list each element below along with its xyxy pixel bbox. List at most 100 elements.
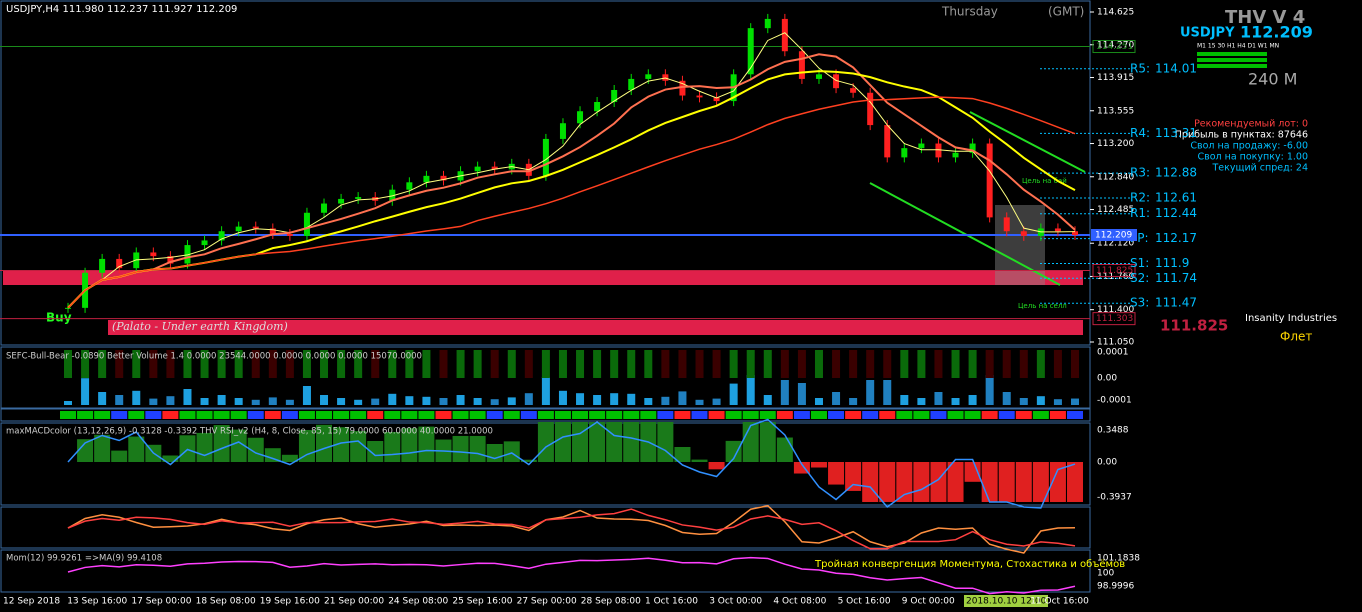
candle (918, 143, 925, 149)
window-title: SEFC-Bull-Bear -0.0890 Better Volume 1.4… (6, 352, 422, 362)
bias-cell (606, 411, 623, 419)
bias-cell (520, 411, 537, 419)
stoch-signal (67, 508, 1076, 550)
bias-cell (1015, 411, 1032, 419)
candle (781, 18, 788, 52)
macd-bar (316, 424, 333, 462)
macd-bar (537, 422, 554, 462)
zone-band (3, 270, 1083, 285)
pivot-value: 112.88 (1155, 166, 1197, 180)
volume-bar (883, 380, 892, 405)
macd-bar (367, 441, 384, 462)
momentum-line (67, 556, 1076, 595)
moving-average (67, 53, 1076, 309)
info-line: Свол на продажу: -6.00 (1190, 141, 1308, 152)
zone-band (108, 320, 1083, 335)
macd-bar (179, 435, 196, 462)
trend-bar (985, 350, 994, 378)
y-tick-label: 112.485 (1097, 205, 1134, 215)
macd-bar (606, 422, 623, 462)
trend-bar (337, 350, 346, 378)
pivot-value: 111.9 (1155, 256, 1189, 270)
trend-bar (541, 350, 550, 378)
y-tick-label: 113.555 (1097, 106, 1134, 116)
day: Thursday (941, 5, 998, 19)
trend-bar (695, 350, 704, 378)
trend-bar (217, 350, 226, 378)
macd-bar (1015, 462, 1032, 502)
macd-bar (94, 434, 111, 462)
volume-bar (644, 398, 653, 405)
bias-cell (964, 411, 981, 419)
window-scale: -0.0001 (1097, 396, 1132, 406)
candle (116, 258, 123, 269)
window-scale: 98.9996 (1097, 582, 1134, 592)
candle (303, 212, 310, 236)
candle (764, 18, 771, 29)
level-box (1092, 40, 1136, 54)
candle (321, 203, 328, 213)
volume-bar (729, 383, 738, 405)
volume-bar (183, 389, 192, 405)
trend-bar (422, 350, 431, 378)
candle (99, 258, 106, 273)
volume-bar (866, 380, 875, 405)
info-line: Текущий спред: 24 (1211, 163, 1308, 174)
period: 240 M (1248, 70, 1297, 89)
trend-bar (661, 350, 670, 378)
bias-cell (196, 411, 213, 419)
trend-bar (371, 350, 380, 378)
volume-bar (627, 393, 636, 405)
volume-bar (98, 392, 107, 405)
pivot-name: R3: (1130, 166, 1150, 180)
moving-average (67, 32, 1076, 309)
zone-label: (Palato - Under earth Kingdom) (112, 320, 288, 333)
window-scale: 0.3488 (1097, 426, 1129, 436)
bias-cell (77, 411, 94, 419)
candle (696, 95, 703, 98)
bias-cell (469, 411, 486, 419)
window-title: maxMACDcolor (13,12,26,9) -0.3128 -0.339… (6, 427, 493, 437)
bias-cell (691, 411, 708, 419)
volume-bar (541, 377, 550, 405)
candle (1072, 231, 1078, 236)
trend-bar (1002, 350, 1011, 378)
macd-bar (742, 422, 759, 462)
pivot-name: R5: (1130, 61, 1150, 75)
candle (184, 245, 191, 264)
candle (884, 125, 891, 158)
macd-bar (128, 436, 145, 462)
info-line: Рекомендуемый лот: 0 (1194, 119, 1308, 130)
volume-bar (490, 399, 499, 405)
x-tick-label: 13 Sep 16:00 (67, 597, 127, 607)
x-label-box (964, 595, 1048, 607)
channel-line (969, 111, 1086, 173)
volume-bar (951, 398, 960, 405)
candle (969, 143, 976, 153)
x-tick-label: 18 Sep 08:00 (196, 597, 256, 607)
volume-bar (746, 375, 755, 405)
bias-cell (640, 411, 657, 419)
panel-symbol: USDJPY (1180, 26, 1235, 41)
y-tick-label: 114.270 (1097, 40, 1134, 50)
x-tick-label: 28 Sep 08:00 (581, 597, 641, 607)
macd-bar (1067, 462, 1083, 502)
trend-bar (149, 350, 158, 378)
bias-cell (674, 411, 691, 419)
bias-cell (793, 411, 810, 419)
macd-bar (520, 459, 537, 462)
macd-bar (247, 437, 264, 462)
bias-cell (623, 411, 640, 419)
candle (559, 123, 566, 139)
y-tick-label: 112.840 (1097, 172, 1134, 182)
current-box (1091, 229, 1137, 242)
candle (355, 197, 362, 199)
macd-bar (913, 462, 930, 502)
target-buy: Цель на бай (1022, 177, 1067, 185)
bias-cell (111, 411, 128, 419)
bias-cell (1049, 411, 1066, 419)
candle (833, 74, 840, 89)
candle (491, 166, 498, 170)
bias-cell (810, 411, 827, 419)
candle (628, 78, 635, 90)
